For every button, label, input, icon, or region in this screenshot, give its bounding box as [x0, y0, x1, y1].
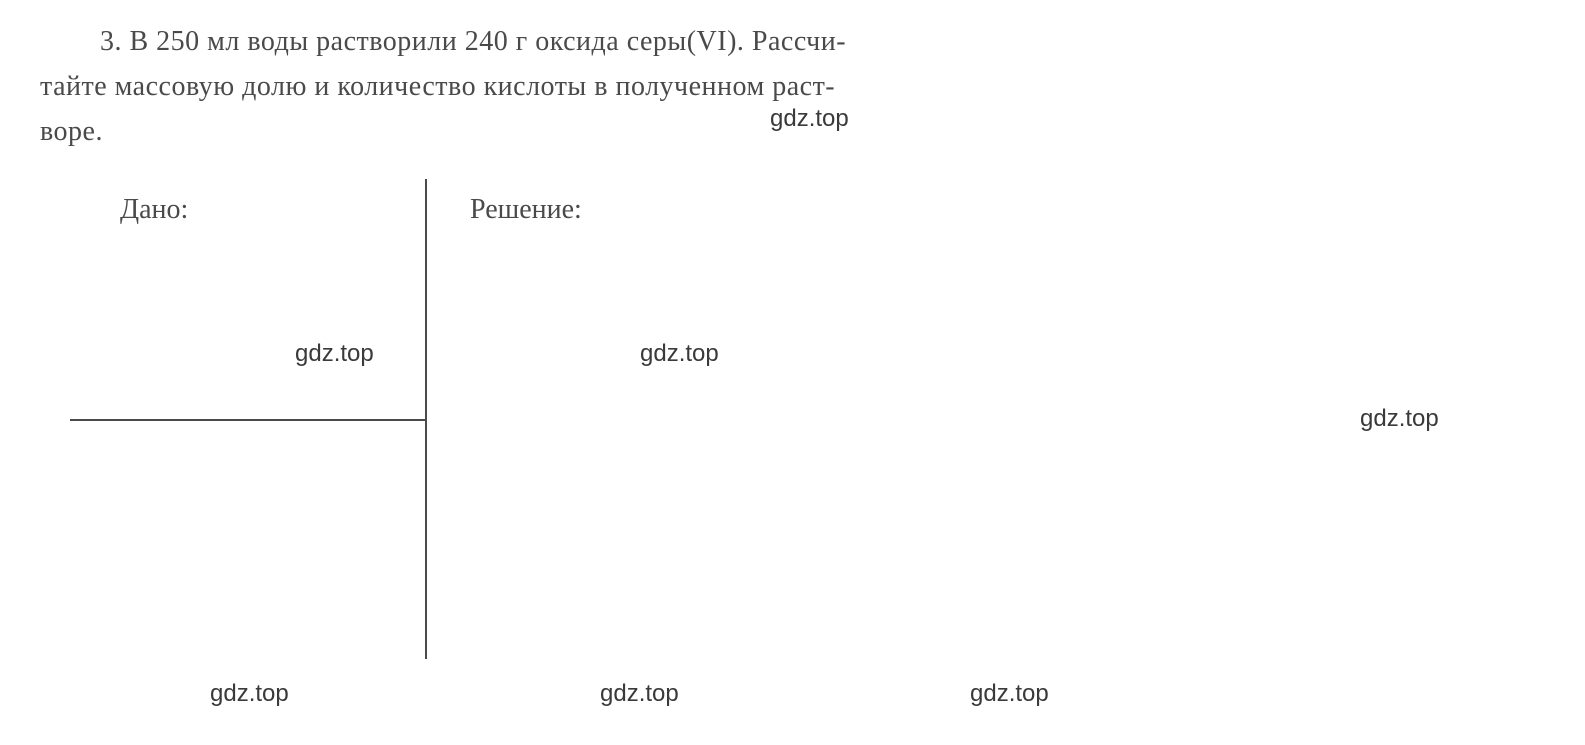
watermark: gdz.top: [1360, 405, 1439, 433]
watermark: gdz.top: [970, 680, 1049, 708]
watermark: gdz.top: [295, 340, 374, 368]
dano-label: Дано:: [120, 194, 188, 226]
watermark: gdz.top: [210, 680, 289, 708]
watermark: gdz.top: [640, 340, 719, 368]
watermark: gdz.top: [600, 680, 679, 708]
problem-line-1: 3. В 250 мл воды растворили 240 г оксида…: [40, 20, 1545, 65]
solution-label: Решение:: [470, 194, 582, 226]
problem-text-3: воре.: [40, 116, 103, 147]
problem-text-1: В 250 мл воды растворили 240 г оксида се…: [130, 26, 847, 57]
problem-text: 3. В 250 мл воды растворили 240 г оксида…: [40, 20, 1545, 154]
problem-number: 3.: [100, 26, 122, 57]
horizontal-divider: [70, 419, 425, 421]
vertical-divider: [425, 179, 427, 659]
watermark: gdz.top: [770, 105, 849, 133]
problem-text-2: тайте массовую долю и количество кислоты…: [40, 71, 835, 102]
